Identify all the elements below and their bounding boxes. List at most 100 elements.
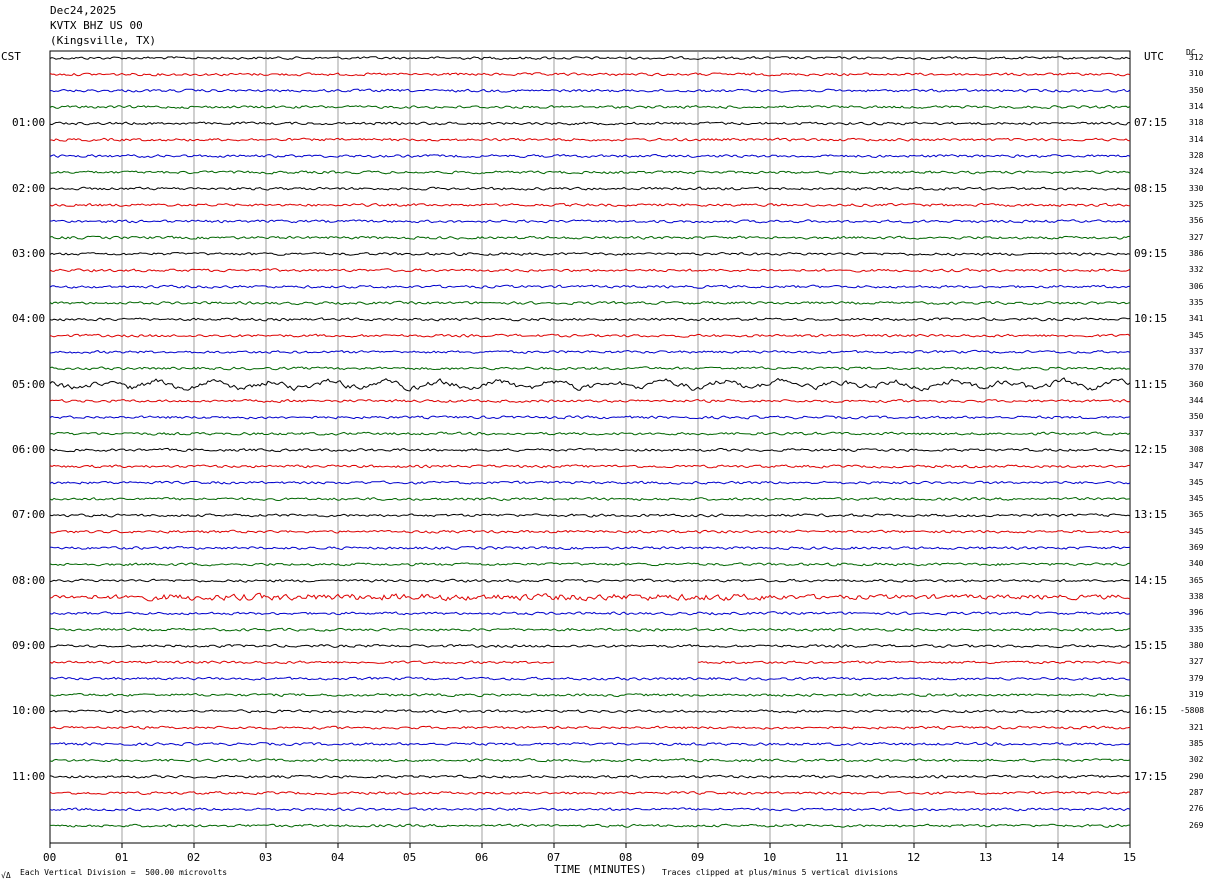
x-tick-label: 03 [259,851,273,864]
dc-offset-label: 347 [1189,461,1204,471]
left-time-label: 07:00 [12,508,46,522]
dc-offset-label: 356 [1189,216,1204,226]
dc-offset-label: 340 [1189,559,1204,569]
seismic-trace [49,692,1131,698]
seismic-trace [49,611,1131,616]
seismic-trace [49,790,1131,796]
right-time-label: 08:15 [1134,181,1168,195]
seismic-trace [49,202,1131,208]
dc-offset-label: 396 [1189,608,1204,618]
dc-offset-label: 269 [1189,820,1204,830]
dc-offset-label: 276 [1189,804,1204,814]
left-time-label: 01:00 [12,116,46,130]
dc-offset-label: 302 [1189,755,1204,765]
seismic-trace [49,300,1131,306]
seismic-trace [50,545,1131,551]
x-tick-label: 08 [619,851,633,864]
dc-offset-label: 345 [1189,477,1204,487]
x-tick-label: 15 [1123,851,1137,864]
seismic-trace [49,741,1131,747]
left-time-label: 11:00 [12,769,46,783]
seismic-trace [49,72,1131,77]
seismic-trace [49,235,1131,240]
dc-offset-label: 327 [1189,232,1204,242]
plot-grid [49,50,1131,844]
seismic-trace [49,774,1131,779]
right-time-label: 09:15 [1134,247,1168,260]
seismic-trace [49,709,1131,714]
seismic-trace [49,333,1131,338]
dc-offset-label: 332 [1189,265,1204,275]
dc-offset-label: 314 [1189,102,1204,111]
dc-offset-label: 338 [1189,592,1204,601]
seismic-trace [49,758,1131,763]
left-time-label: 05:00 [12,377,46,391]
plot-frame [49,50,1131,844]
right-time-label: 11:15 [1134,377,1168,391]
dc-offset-label: 327 [1189,657,1204,667]
seismic-trace [49,447,1131,453]
x-tick-label: 11 [835,851,849,864]
dc-offset-label: 350 [1189,412,1204,422]
left-time-label: 03:00 [12,247,46,260]
seismic-trace [49,529,1131,534]
right-timezone-label: UTC [1144,50,1164,63]
x-axis-label: TIME (MINUTES) [554,863,647,876]
right-time-label: 07:15 [1134,116,1168,130]
dc-offset-label: 370 [1189,363,1204,373]
seismic-trace [49,251,1131,257]
seismic-trace [49,317,1131,322]
dc-offset-label: 290 [1189,771,1204,781]
left-time-label: 08:00 [12,573,46,587]
dc-offset-label: 319 [1189,690,1204,699]
scale-note: Each Vertical Division = 500.00 microvol… [20,868,228,877]
seismic-trace [49,643,1131,649]
right-time-label: 16:15 [1134,704,1168,718]
dc-offset-label: -5808 [1180,706,1205,716]
header-location: (Kingsville, TX) [50,34,156,47]
seismic-trace [697,660,1131,665]
seismic-trace [49,88,1131,93]
seismic-trace [49,284,1131,289]
x-tick-label: 07 [547,851,561,864]
dc-offset-label: 337 [1189,347,1204,356]
seismic-trace [49,186,1131,191]
trace-group [49,56,1131,828]
dc-label: DC [1186,48,1196,57]
x-tick-label: 09 [691,851,705,864]
dc-offset-label: 287 [1189,788,1204,797]
right-time-label: 14:15 [1134,573,1168,587]
dc-offset-label: 345 [1189,494,1204,503]
seismic-trace [49,349,1131,354]
left-timezone-label: CST [1,50,21,63]
right-time-label: 17:15 [1134,769,1168,783]
dc-offset-label: 308 [1189,445,1204,454]
seismic-trace [49,170,1131,175]
left-time-label: 02:00 [12,181,46,195]
dc-offset-label: 341 [1189,314,1204,324]
dc-offset-label: 325 [1189,200,1204,209]
dc-offset-label: 312 [1189,53,1204,62]
dc-offset-label: 380 [1189,641,1204,650]
seismic-trace [49,268,1131,273]
dc-offset-label: 335 [1189,624,1204,634]
x-tick-label: 02 [187,851,201,864]
x-tick-label: 06 [475,851,489,864]
dc-offset-label: 314 [1189,134,1204,144]
dc-offset-label: 386 [1189,249,1204,258]
dc-offset-label: 321 [1189,722,1204,732]
dc-offset-label: 365 [1189,575,1204,585]
x-tick-label: 01 [115,851,129,864]
left-time-label: 10:00 [12,704,46,718]
dc-offset-label: 330 [1189,183,1204,193]
right-time-label: 15:15 [1134,639,1168,652]
seismic-trace [49,121,1131,126]
seismic-trace [49,366,1131,371]
seismic-trace [49,377,1131,392]
seismic-trace [49,480,1131,485]
x-tick-label: 05 [403,851,417,864]
dc-offset-label: 385 [1189,739,1204,748]
seismic-trace [49,513,1131,518]
dc-offset-label: 344 [1189,396,1204,405]
header-date: Dec24,2025 [50,4,117,17]
